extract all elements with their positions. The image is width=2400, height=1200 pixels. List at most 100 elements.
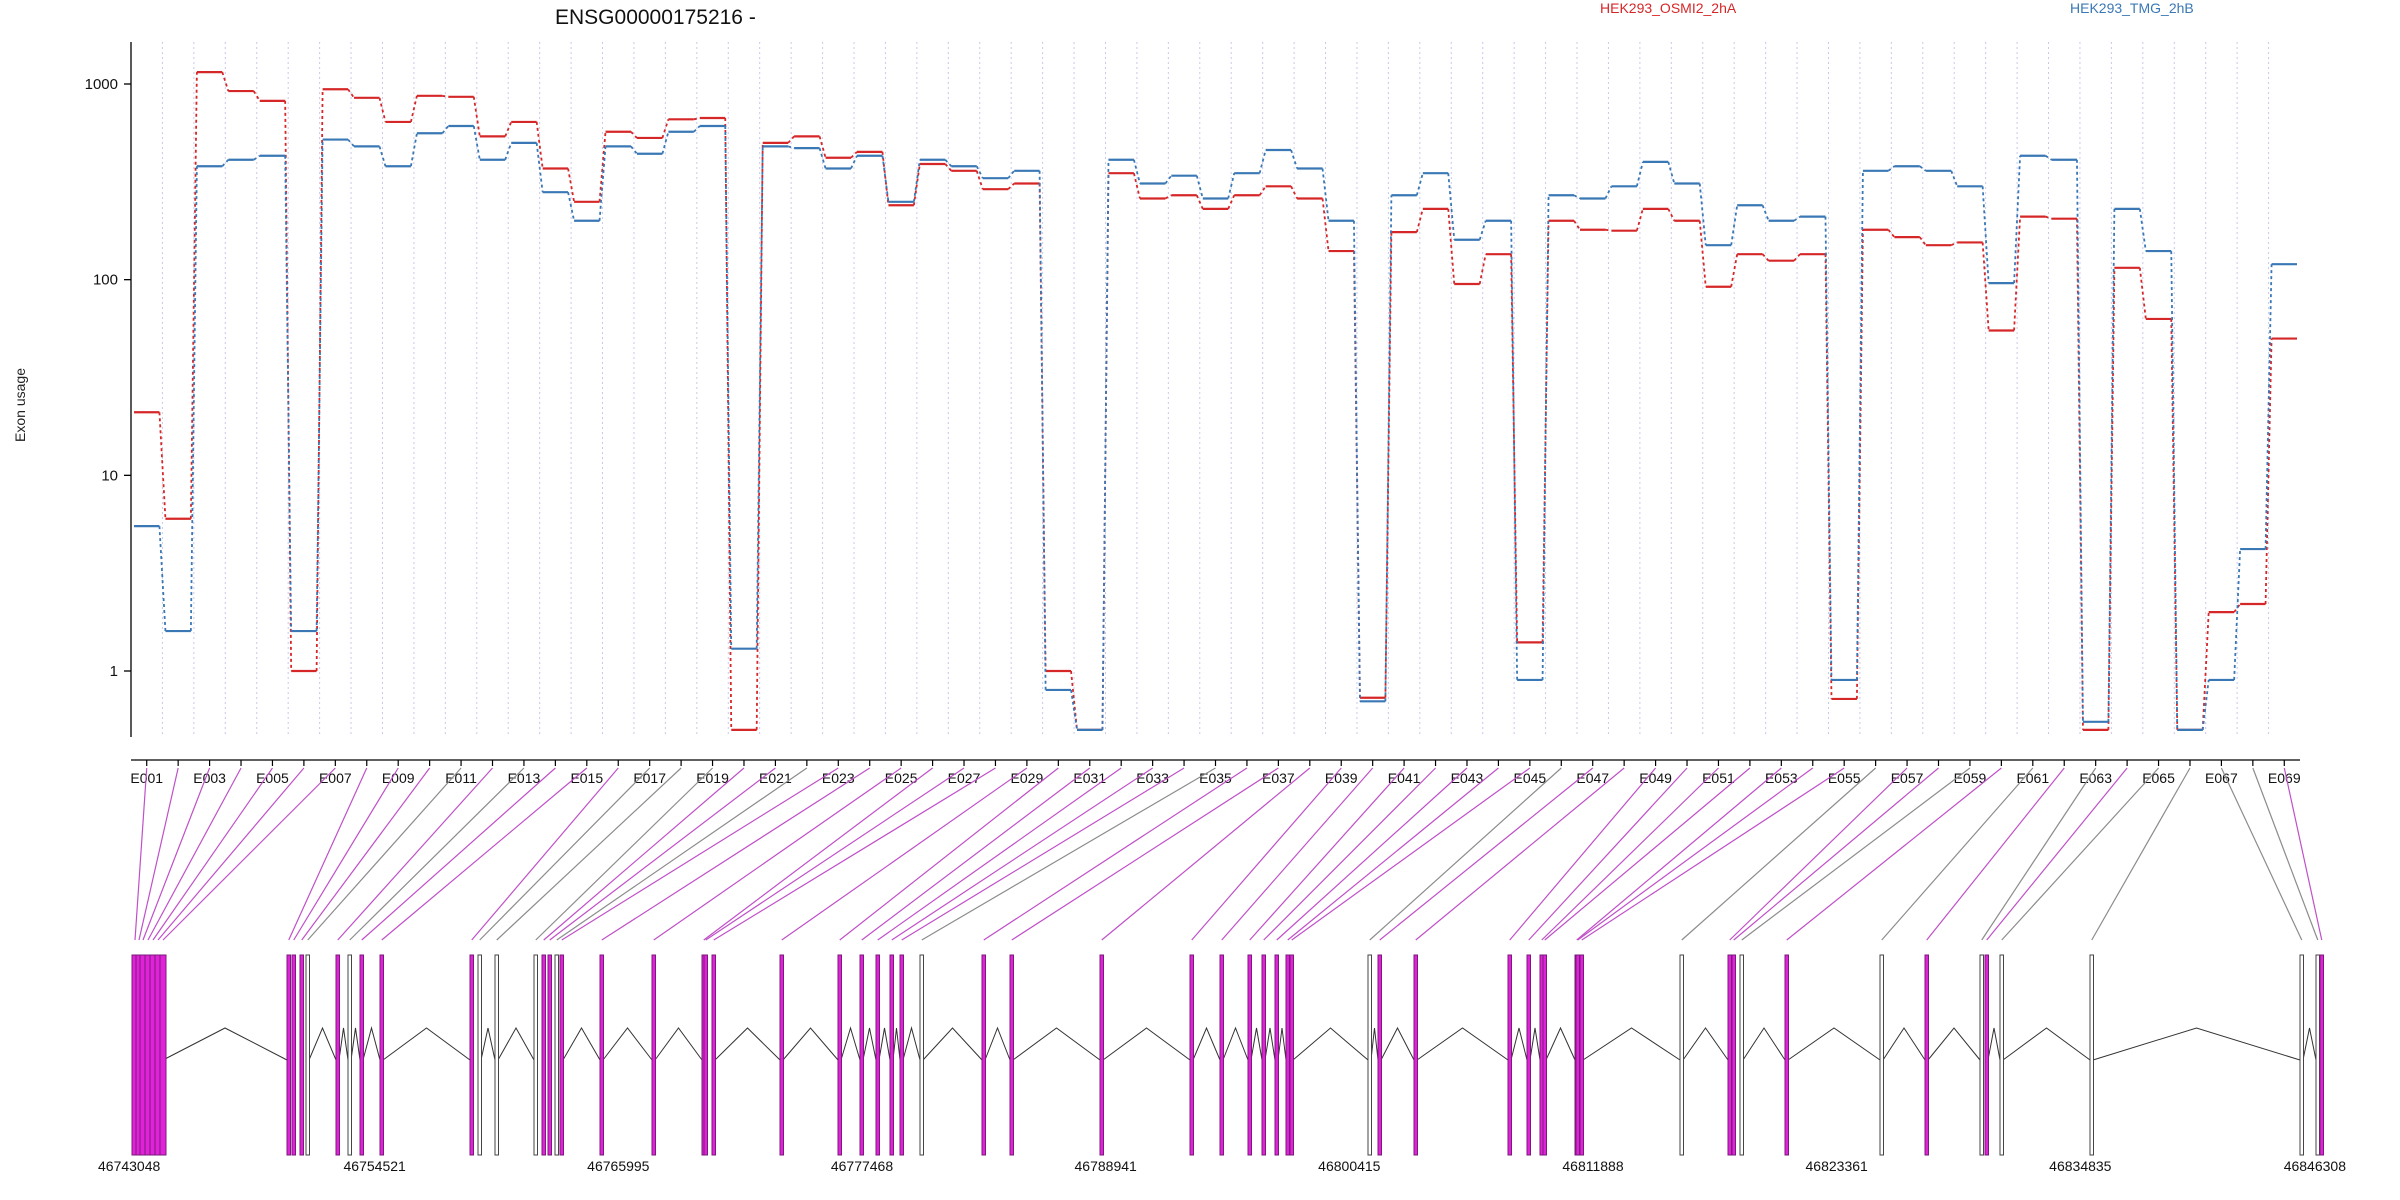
x-tick-label: E067 xyxy=(2205,770,2238,786)
exon-box xyxy=(2089,954,2094,1156)
exon-box xyxy=(1289,954,1294,1156)
exon-connectors xyxy=(134,767,2323,941)
series-1-connector xyxy=(1164,194,1172,200)
intron xyxy=(782,1027,839,1061)
series-2-connector xyxy=(567,191,575,221)
series-2-connector xyxy=(1824,216,1833,680)
series-2-connector xyxy=(1070,689,1078,731)
exon-box xyxy=(1579,954,1584,1156)
exon-box xyxy=(494,954,499,1156)
exon-connector xyxy=(349,767,525,941)
x-tick-label: E051 xyxy=(1702,770,1735,786)
exon-box xyxy=(651,954,656,1156)
x-tick-label: E019 xyxy=(696,770,729,786)
series-1-connector xyxy=(472,96,481,137)
series-1-connector xyxy=(787,135,795,144)
intron xyxy=(338,1027,349,1061)
exon-box xyxy=(547,954,552,1156)
exon-connector xyxy=(1221,767,1374,941)
series-2-connector xyxy=(1698,183,1707,246)
x-tick-label: E069 xyxy=(2268,770,2301,786)
series-2-connector xyxy=(2201,679,2210,731)
exon-box xyxy=(1377,954,1382,1156)
series-2-connector xyxy=(1510,220,1519,680)
series-1-connector xyxy=(347,88,355,99)
exon-connector xyxy=(561,767,839,941)
intron xyxy=(1380,1026,1415,1061)
exon-connector xyxy=(138,767,179,941)
exon-box xyxy=(1413,954,1418,1156)
exon-connector xyxy=(337,767,493,941)
intron xyxy=(922,1027,983,1061)
exon-connector xyxy=(1577,767,1814,941)
exon-box xyxy=(469,954,474,1156)
exon-connector xyxy=(1576,767,1782,941)
series-1-connector xyxy=(693,117,701,121)
series-2-connector xyxy=(1258,149,1267,174)
genomic-coordinate-label: 46765995 xyxy=(587,1158,650,1174)
exon-connector xyxy=(1581,767,1845,941)
genomic-coordinate-label: 46834835 xyxy=(2049,1158,2112,1174)
series-1-connector xyxy=(1981,242,1990,331)
series-2-connector xyxy=(1038,170,1047,690)
exon-connector xyxy=(147,767,242,941)
intron xyxy=(1682,1027,1729,1061)
x-tick-label: E027 xyxy=(948,770,981,786)
series-1-connector xyxy=(442,94,449,98)
exon-box xyxy=(889,954,894,1156)
series-2 xyxy=(134,124,2297,732)
series-1-connector xyxy=(2013,216,2021,331)
exon-connector xyxy=(703,767,933,941)
exon-box xyxy=(347,954,352,1156)
series-1-connector xyxy=(378,97,387,123)
series-1-connector xyxy=(1573,220,1581,231)
series-2-connector xyxy=(881,155,890,202)
exon-box xyxy=(291,954,296,1156)
intron xyxy=(162,1027,288,1061)
exon-box xyxy=(859,954,864,1156)
series-1-connector xyxy=(1698,220,1707,287)
exon-box xyxy=(981,954,986,1156)
exon-box xyxy=(1575,954,1580,1156)
exon-connector xyxy=(471,767,619,941)
series-2-connector xyxy=(535,142,544,193)
y-tick-label: 1000 xyxy=(85,76,118,93)
intron xyxy=(878,1027,891,1061)
series-2-connector xyxy=(1101,159,1110,730)
exon-connector xyxy=(142,767,211,941)
series-2-connector xyxy=(1856,170,1864,680)
exon-box xyxy=(286,954,291,1156)
exon-connector xyxy=(535,767,713,941)
intron xyxy=(1787,1027,1881,1061)
exon-connector xyxy=(157,767,305,941)
exon-box xyxy=(899,954,904,1156)
series-1-connector xyxy=(850,151,858,159)
exon-box xyxy=(1009,954,1014,1156)
exon-connector xyxy=(2091,767,2191,941)
exon-connector xyxy=(705,767,965,941)
intron xyxy=(350,1027,361,1061)
series-2-connector xyxy=(693,125,701,133)
exon-box xyxy=(379,954,384,1156)
series-1-connector xyxy=(912,163,921,206)
exon-box xyxy=(554,954,559,1156)
x-tick-label: E055 xyxy=(1828,770,1861,786)
intron xyxy=(1370,1027,1379,1061)
exon-connector xyxy=(1263,767,1436,941)
x-tick-label: E043 xyxy=(1451,770,1484,786)
intron xyxy=(308,1026,337,1061)
exon-box xyxy=(541,954,546,1156)
exon-box xyxy=(1924,954,1929,1156)
intron xyxy=(1582,1027,1681,1061)
exon-box xyxy=(599,954,604,1156)
series-2-connector xyxy=(253,154,261,161)
exon-box xyxy=(1542,954,1547,1156)
exon-connector xyxy=(1509,767,1657,941)
exon-connector xyxy=(901,767,1185,941)
x-tick-label: E011 xyxy=(445,770,477,786)
genomic-coordinate-label: 46800415 xyxy=(1318,1158,1381,1174)
exon-box xyxy=(2319,954,2324,1156)
exon-connector xyxy=(1379,767,1594,941)
x-tick-label: E017 xyxy=(633,770,666,786)
exon-connector xyxy=(1276,767,1468,941)
